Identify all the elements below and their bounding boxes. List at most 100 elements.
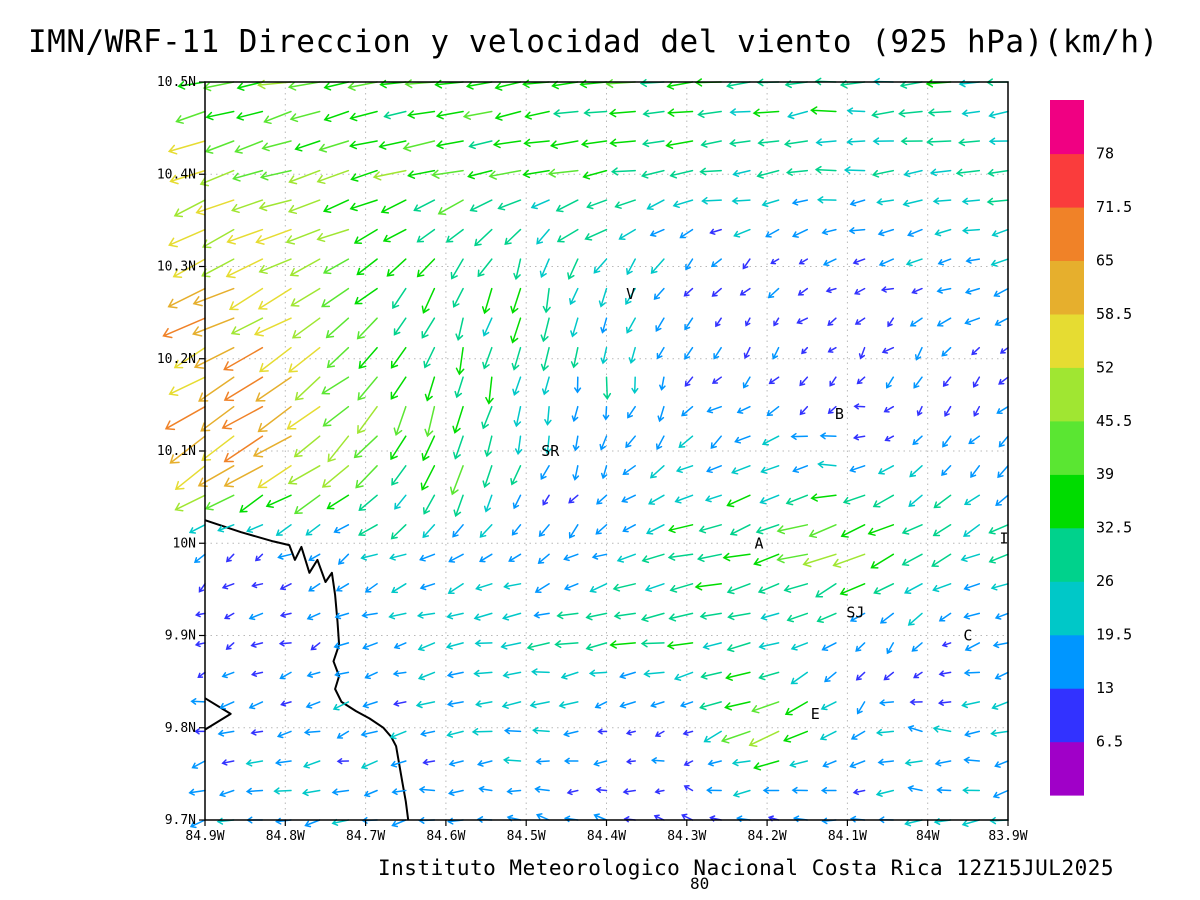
- wind-arrow: [448, 759, 464, 767]
- wind-arrow: [878, 699, 895, 707]
- wind-arrow: [883, 405, 895, 413]
- wind-arrow: [353, 435, 378, 459]
- wind-arrow: [563, 730, 579, 738]
- wind-arrow: [961, 226, 981, 235]
- wind-arrow: [683, 287, 694, 297]
- wind-arrow: [265, 494, 292, 509]
- wind-arrow: [382, 228, 407, 243]
- wind-arrow: [571, 405, 579, 423]
- wind-arrow: [362, 701, 378, 709]
- wind-arrow: [704, 494, 722, 503]
- wind-arrow: [361, 611, 378, 619]
- wind-arrow: [911, 642, 923, 652]
- wind-arrow: [641, 553, 665, 564]
- x-tick-label: 84.3W: [667, 829, 706, 844]
- wind-arrow: [907, 228, 923, 237]
- wind-arrow: [530, 199, 550, 210]
- wind-arrow: [188, 524, 206, 534]
- colorbar-tick-label: 52: [1096, 358, 1114, 376]
- wind-arrow: [255, 376, 292, 402]
- wind-arrow: [572, 465, 580, 481]
- wind-arrow: [547, 168, 579, 178]
- wind-arrow: [541, 376, 550, 396]
- wind-arrow: [169, 435, 206, 464]
- wind-arrow: [526, 642, 550, 651]
- wind-arrow: [666, 641, 694, 650]
- wind-arrow: [570, 317, 579, 338]
- wind-arrow: [167, 287, 206, 309]
- wind-arrow: [306, 612, 321, 621]
- wind-arrow: [448, 553, 464, 563]
- wind-arrow: [877, 465, 895, 475]
- wind-arrow: [294, 494, 321, 515]
- wind-arrow: [650, 701, 665, 708]
- wind-arrow: [787, 110, 809, 120]
- wind-arrow: [469, 199, 493, 212]
- wind-arrow: [452, 524, 464, 538]
- colorbar-segment: [1050, 474, 1084, 529]
- wind-arrow: [582, 169, 608, 180]
- wind-arrow: [752, 108, 780, 117]
- station-label: SJ: [846, 603, 864, 621]
- wind-arrow: [849, 612, 866, 622]
- wind-arrow: [849, 760, 866, 769]
- wind-arrow: [852, 434, 866, 441]
- y-tick-label: 9.8N: [165, 721, 196, 736]
- wind-arrow: [188, 788, 206, 796]
- wind-arrow: [199, 169, 235, 187]
- wind-arrow: [168, 376, 206, 397]
- wind-arrow: [476, 760, 493, 767]
- wind-arrow: [858, 346, 866, 360]
- colorbar-tick-label: 39: [1096, 465, 1114, 483]
- wind-arrow: [988, 553, 1009, 564]
- wind-arrow: [198, 583, 206, 593]
- wind-arrow: [994, 760, 1009, 768]
- wind-arrow: [390, 346, 407, 369]
- wind-arrow: [417, 671, 436, 681]
- wind-arrow: [622, 788, 636, 795]
- wind-arrow: [739, 287, 751, 296]
- wind-arrow: [808, 524, 837, 539]
- wind-arrow: [827, 405, 837, 415]
- wind-arrow: [767, 287, 780, 299]
- wind-arrow: [756, 169, 780, 179]
- wind-arrow: [306, 671, 321, 678]
- wind-arrow: [424, 376, 436, 402]
- wind-arrow: [497, 199, 522, 211]
- wind-arrow: [616, 553, 636, 563]
- wind-arrow: [963, 524, 981, 537]
- wind-arrow: [995, 494, 1009, 507]
- wind-arrow: [474, 228, 493, 247]
- wind-arrow: [879, 612, 895, 624]
- wind-arrow: [588, 669, 608, 677]
- wind-arrow: [820, 787, 837, 794]
- wind-arrow: [707, 759, 722, 767]
- x-tick-label: 84.6W: [426, 829, 465, 844]
- colorbar-segment: [1050, 367, 1084, 422]
- wind-arrow: [965, 257, 981, 264]
- wind-arrow: [856, 376, 866, 385]
- wind-arrow: [462, 110, 493, 120]
- wind-arrow: [435, 140, 464, 150]
- wind-arrow: [223, 435, 264, 463]
- wind-arrow: [766, 405, 780, 417]
- wind-arrow: [585, 612, 608, 621]
- wind-arrow: [197, 671, 206, 678]
- wind-arrow: [195, 199, 235, 216]
- wind-arrow: [757, 138, 780, 147]
- wind-arrow: [700, 671, 722, 680]
- wind-arrow: [699, 167, 722, 176]
- wind-arrow: [251, 582, 264, 589]
- wind-arrow: [287, 81, 321, 91]
- wind-arrow: [641, 139, 665, 148]
- wind-arrow: [799, 405, 809, 416]
- wind-arrow: [973, 405, 981, 417]
- wind-arrow: [944, 405, 952, 417]
- wind-arrow: [819, 730, 837, 741]
- wind-arrow: [964, 287, 981, 295]
- wind-arrow: [392, 287, 407, 310]
- wind-arrow: [277, 553, 292, 560]
- wind-arrow: [536, 228, 550, 245]
- wind-arrow: [380, 199, 407, 214]
- wind-arrow: [770, 258, 780, 265]
